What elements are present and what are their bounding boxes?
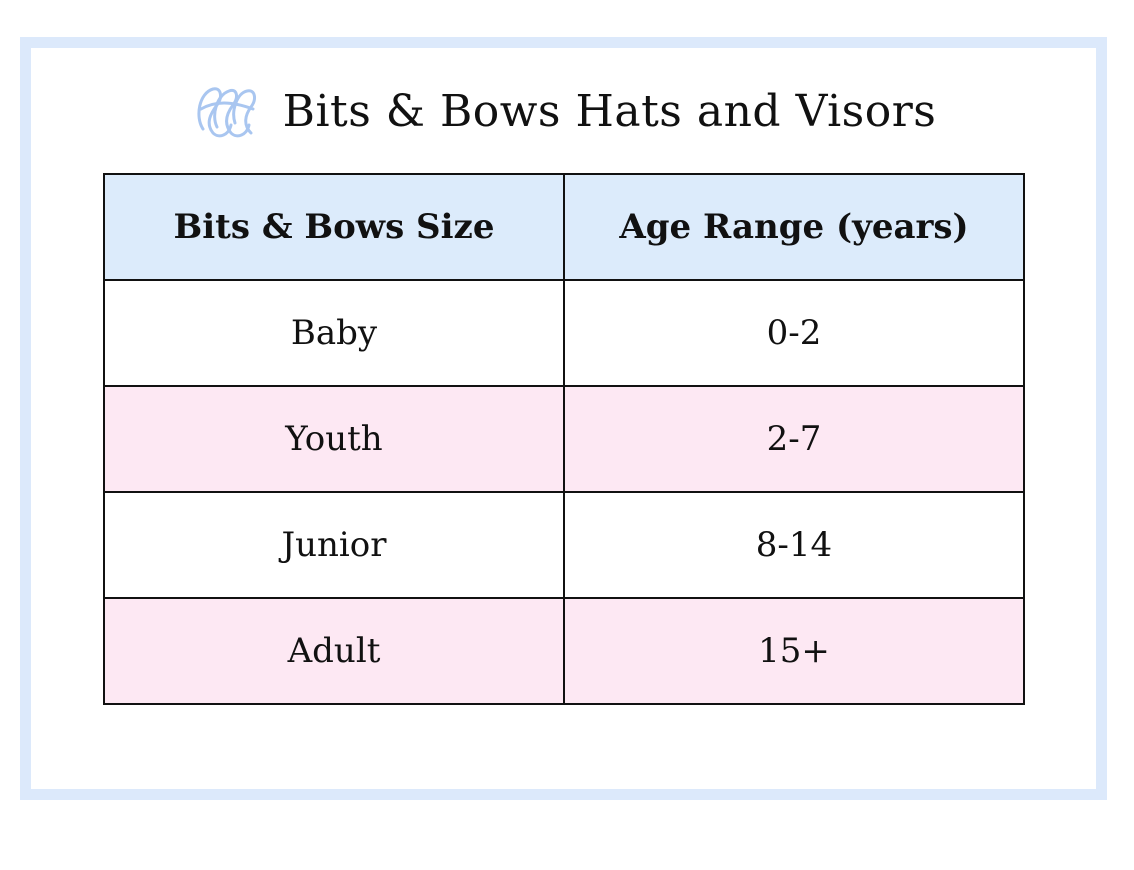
age-cell: 0-2 <box>563 279 1025 387</box>
table-row: Baby 0-2 <box>103 279 1025 387</box>
column-header-age: Age Range (years) <box>563 173 1025 281</box>
table-row: Adult 15+ <box>103 597 1025 705</box>
table-row: Junior 8-14 <box>103 491 1025 599</box>
table-header-row: Bits & Bows Size Age Range (years) <box>103 173 1025 281</box>
size-cell: Youth <box>103 385 565 493</box>
age-cell: 8-14 <box>563 491 1025 599</box>
size-chart-card: Bits & Bows Hats and Visors Bits & Bows … <box>20 37 1107 800</box>
size-cell: Adult <box>103 597 565 705</box>
age-cell: 15+ <box>563 597 1025 705</box>
table-row: Youth 2-7 <box>103 385 1025 493</box>
size-cell: Junior <box>103 491 565 599</box>
page-title: Bits & Bows Hats and Visors <box>282 85 937 137</box>
size-cell: Baby <box>103 279 565 387</box>
size-table: Bits & Bows Size Age Range (years) Baby … <box>103 173 1025 705</box>
chart-header: Bits & Bows Hats and Visors <box>31 76 1096 146</box>
column-header-size: Bits & Bows Size <box>103 173 565 281</box>
monogram-logo-icon <box>197 87 256 138</box>
age-cell: 2-7 <box>563 385 1025 493</box>
